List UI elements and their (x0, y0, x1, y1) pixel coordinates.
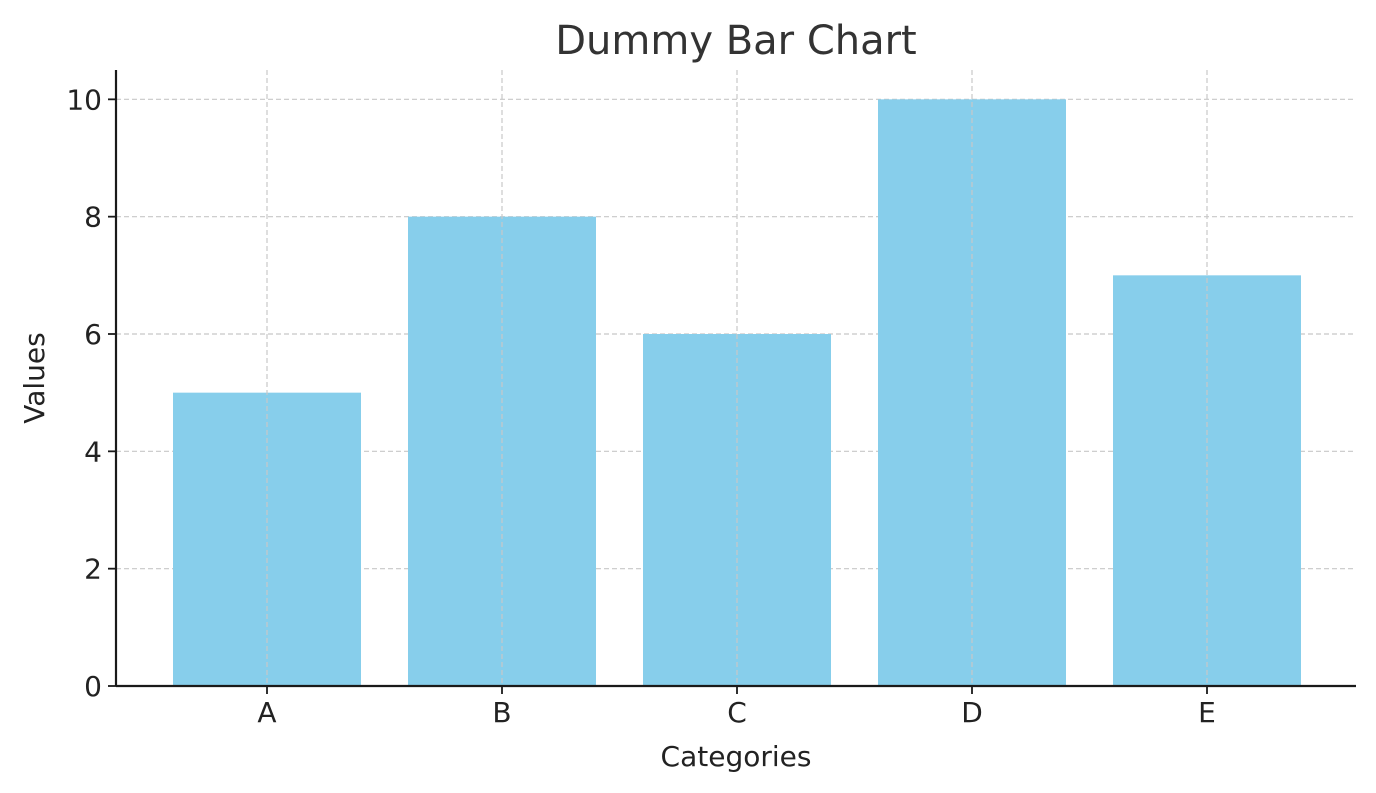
y-tick-label: 8 (84, 201, 102, 234)
y-tick-label: 6 (84, 318, 102, 351)
axes (114, 70, 1356, 688)
x-tick-label: B (492, 696, 511, 729)
tick-labels: 0 2 4 6 8 10 A B C D E (66, 83, 1215, 729)
y-axis-label: Values (18, 332, 51, 423)
x-axis-label: Categories (661, 740, 812, 773)
y-tick-label: 0 (84, 670, 102, 703)
x-tick-label: D (961, 696, 983, 729)
x-tick-label: A (257, 696, 276, 729)
y-tick-label: 4 (84, 435, 102, 468)
bars (173, 70, 1301, 687)
x-tick-label: E (1198, 696, 1216, 729)
y-tick-label: 2 (84, 553, 102, 586)
chart-title: Dummy Bar Chart (555, 18, 917, 64)
x-tick-label: C (727, 696, 747, 729)
y-tick-label: 10 (66, 83, 102, 116)
